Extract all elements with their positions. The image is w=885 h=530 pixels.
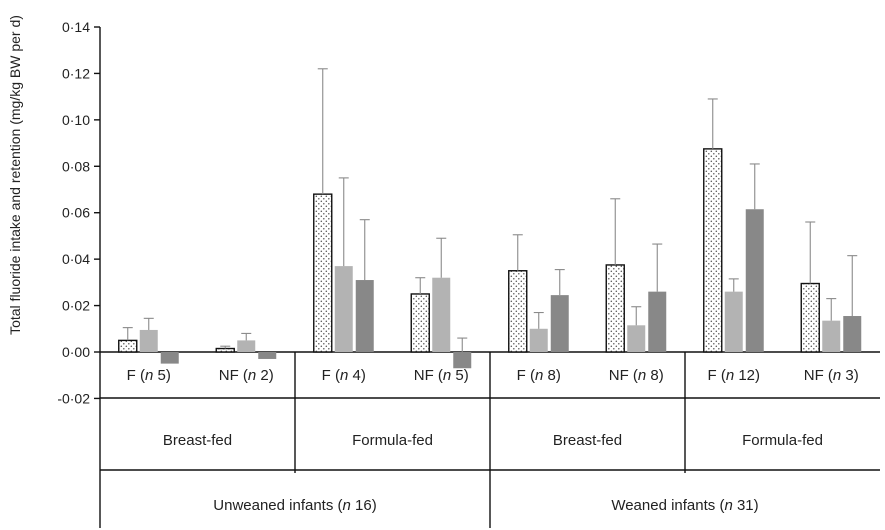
bar-light	[237, 340, 256, 352]
category-label: F (n 8)	[517, 367, 561, 384]
category-label: F (n 5)	[127, 367, 171, 384]
bar-dotted	[118, 339, 138, 353]
bar-dark	[355, 280, 374, 352]
y-tick-label: 0·14	[62, 19, 90, 35]
bar-dotted	[410, 293, 430, 353]
bar-dark	[550, 295, 569, 352]
group-label-feeding: Formula-fed	[742, 432, 823, 449]
group-label-feeding: Breast-fed	[163, 432, 232, 449]
category-label: NF (n 8)	[609, 367, 664, 384]
group-label-feeding: Formula-fed	[352, 432, 433, 449]
bar-light	[334, 266, 353, 352]
bar-dotted	[605, 264, 625, 353]
bar-dark	[745, 209, 764, 352]
bar-dark	[453, 352, 472, 369]
category-label: NF (n 2)	[219, 367, 274, 384]
y-tick-label: 0·12	[62, 65, 90, 81]
bar-light	[432, 277, 451, 352]
bar-dotted	[703, 148, 723, 353]
y-tick-label: 0·06	[62, 205, 90, 221]
bar-dark	[648, 291, 667, 352]
y-tick-label: -0·02	[57, 390, 90, 406]
y-tick-label: 0·04	[62, 251, 90, 267]
y-tick-label: 0·02	[62, 298, 90, 314]
bar-light	[724, 291, 743, 352]
group-label-feeding: Breast-fed	[553, 432, 622, 449]
plot-area: 0·14 0·12 0·10 0·08 0·06 0·04 0·02 0·00 -0·02 F (…	[57, 19, 880, 528]
bar-dotted	[508, 270, 528, 353]
category-label: F (n 12)	[707, 367, 760, 384]
bar-light	[139, 329, 158, 352]
bar-dotted	[215, 347, 235, 353]
y-tick-label: 0·10	[62, 112, 90, 128]
y-tick-label: 0·08	[62, 158, 90, 174]
group-label-weaning: Weaned infants (n 31)	[611, 497, 758, 514]
bar-light	[529, 328, 548, 352]
category-label: F (n 4)	[322, 367, 366, 384]
category-label: NF (n 3)	[804, 367, 859, 384]
group-label-weaning: Unweaned infants (n 16)	[213, 497, 376, 514]
bar-light	[627, 325, 646, 352]
y-tick-label: 0·00	[62, 344, 90, 360]
bar-dark	[258, 352, 277, 359]
y-axis-label: Total fluoride intake and retention (mg/…	[7, 15, 23, 335]
bar-dark	[843, 316, 862, 352]
bar-light	[822, 320, 841, 352]
bar-dotted	[800, 282, 820, 353]
category-label: NF (n 5)	[414, 367, 469, 384]
bar-dark	[160, 352, 179, 364]
bar-dotted	[313, 193, 333, 353]
